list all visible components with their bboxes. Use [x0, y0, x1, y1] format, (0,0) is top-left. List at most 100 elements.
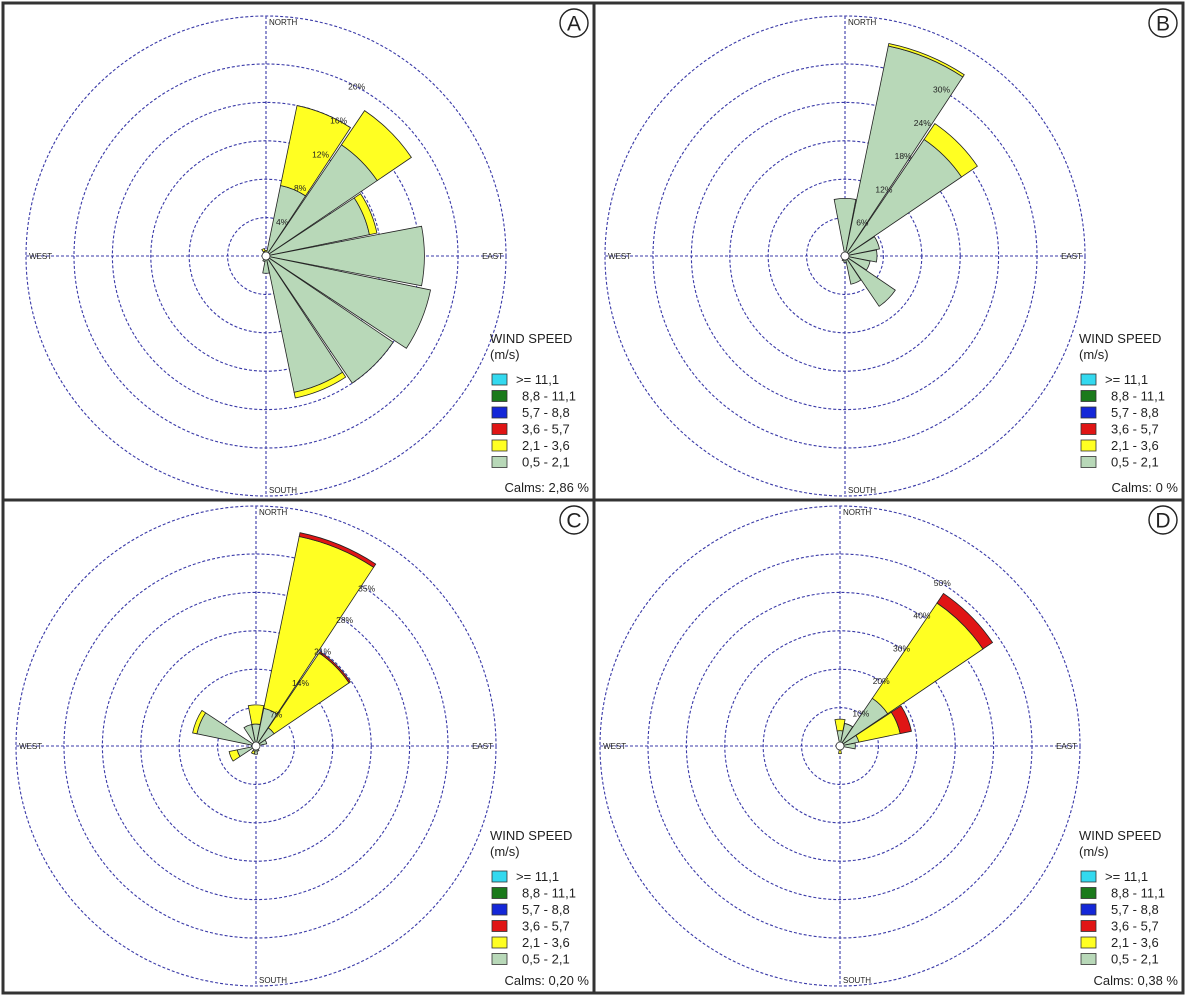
legend-label: 5,7 - 8,8	[1111, 902, 1159, 917]
legend-label: 8,8 - 11,1	[522, 389, 576, 404]
legend-title: WIND SPEED	[1079, 331, 1161, 346]
ring-label: 20%	[348, 81, 365, 91]
legend-label: 8,8 - 11,1	[522, 886, 576, 901]
ring-label: 6%	[856, 218, 869, 228]
legend-swatch	[1080, 373, 1097, 386]
legend-swatch	[491, 936, 508, 949]
legend-swatch	[491, 373, 508, 386]
legend-label: 2,1 - 3,6	[522, 935, 570, 950]
direction-label-south: SOUTH	[269, 486, 297, 495]
legend-label: 0,5 - 2,1	[1111, 455, 1159, 470]
petal-c-22.5-3-6-5-7	[298, 532, 377, 568]
windrose-panel-a: 4% 8% 12% 16% 20% NORTH EAST SOUTH WEST WIND SPEE…	[1, 1, 596, 502]
calms-label: Calms: 0 %	[1112, 480, 1179, 495]
legend-swatch	[491, 920, 508, 932]
direction-label-south: SOUTH	[259, 976, 287, 985]
ring-label: 7%	[270, 710, 283, 720]
petal-c-0-2-1-3-6	[247, 704, 265, 725]
legend-label: 5,7 - 8,8	[1111, 405, 1159, 420]
legend-label: 5,7 - 8,8	[522, 405, 570, 420]
direction-label-east: EAST	[482, 252, 503, 261]
legend-title: WIND SPEED	[490, 828, 572, 843]
petal-b-0-0-5-2-1	[833, 198, 857, 257]
windrose-panel-d: 10% 20% 30% 40% 50% NORTH EAST SOUTH WEST WIND SP…	[592, 498, 1185, 995]
legend-swatch	[491, 903, 508, 916]
legend-label: 3,6 - 5,7	[522, 422, 570, 437]
legend: WIND SPEED(m/s) >= 11,1 8,8 - 11,15,7 - 8,…	[490, 828, 576, 967]
legend-swatch	[1080, 390, 1097, 402]
legend-label: 3,6 - 5,7	[522, 919, 570, 934]
legend-label: >= 11,1	[1105, 869, 1148, 884]
legend-title: WIND SPEED	[1079, 828, 1161, 843]
ring-label: 40%	[913, 611, 930, 621]
legend: WIND SPEED(m/s) >= 11,1 8,8 - 11,15,7 - 8,…	[490, 331, 576, 470]
legend-swatch	[1080, 903, 1097, 916]
legend-swatch	[1080, 920, 1097, 932]
windrose-panel-b: 6% 12% 18% 24% 30% NORTH EAST SOUTH WEST WIND SPE…	[592, 1, 1185, 502]
petal-b-90-0-5-2-1	[844, 249, 878, 263]
direction-label-west: WEST	[19, 742, 42, 751]
ring-label: 12%	[875, 184, 892, 194]
legend-unit: (m/s)	[1079, 844, 1109, 859]
ring-label: 4%	[276, 217, 289, 227]
legend-swatch	[1080, 439, 1097, 452]
legend-label: 2,1 - 3,6	[1111, 935, 1159, 950]
panel-letter: D	[1155, 510, 1170, 533]
legend-label: 2,1 - 3,6	[522, 438, 570, 453]
legend-swatch	[491, 439, 508, 452]
ring-label: 30%	[893, 643, 910, 653]
petal-c-45-3-6-5-7	[318, 651, 351, 684]
petal-b-22.5-2-1-3-6	[887, 43, 965, 78]
legend-label: 0,5 - 2,1	[522, 952, 570, 967]
direction-label-west: WEST	[603, 742, 626, 751]
legend-swatch	[1080, 870, 1097, 883]
direction-label-north: NORTH	[843, 508, 872, 517]
ring-label: 50%	[934, 578, 951, 588]
legend-swatch	[1080, 456, 1097, 468]
legend-swatch	[491, 887, 508, 899]
legend-label: 0,5 - 2,1	[522, 455, 570, 470]
direction-label-west: WEST	[608, 252, 631, 261]
legend-swatch	[1080, 423, 1097, 435]
petal-c-337.5-0-5-2-1	[243, 724, 257, 747]
petal-a-22.5-2-1-3-6	[280, 105, 351, 197]
legend-title: WIND SPEED	[490, 331, 572, 346]
petal-a-135-0-5-2-1	[265, 255, 394, 384]
direction-label-south: SOUTH	[848, 486, 876, 495]
ring-label: 30%	[933, 85, 950, 95]
panel-letter: C	[566, 510, 581, 533]
calm-center	[251, 741, 261, 751]
legend-swatch	[491, 456, 508, 468]
petal-a-67.5-2-1-3-6	[353, 193, 378, 236]
legend-swatch	[1080, 887, 1097, 899]
legend-label: 3,6 - 5,7	[1111, 919, 1159, 934]
calm-center	[835, 741, 845, 751]
legend-label: >= 11,1	[1105, 372, 1148, 387]
legend-swatch	[491, 390, 508, 402]
petal-a-337.5-2-1-3-6	[261, 248, 266, 253]
legend-swatch	[1080, 406, 1097, 419]
direction-label-east: EAST	[1056, 742, 1077, 751]
ring-label: 35%	[358, 584, 375, 594]
petal-c-247.5-2-1-3-6	[228, 749, 241, 762]
panel-letter: B	[1156, 13, 1170, 36]
petal-c-202.5-2-1-3-6	[250, 750, 256, 755]
calms-label: Calms: 0,38 %	[1093, 973, 1178, 988]
direction-label-east: EAST	[1061, 252, 1082, 261]
ring-label: 20%	[873, 676, 890, 686]
petal-b-45-2-1-3-6	[923, 123, 978, 178]
legend-label: >= 11,1	[516, 372, 559, 387]
petal-a-180-0-5-2-1	[262, 255, 270, 274]
legend-unit: (m/s)	[1079, 347, 1109, 362]
legend-unit: (m/s)	[490, 844, 520, 859]
ring-label: 14%	[292, 678, 309, 688]
petal-d-90-0-5-2-1	[839, 742, 856, 750]
legend-label: 2,1 - 3,6	[1111, 438, 1159, 453]
legend-swatch	[1080, 936, 1097, 949]
direction-label-north: NORTH	[259, 508, 288, 517]
petal-d-45-3-6-5-7	[936, 592, 994, 650]
calms-label: Calms: 2,86 %	[504, 480, 589, 495]
petal-b-135-0-5-2-1	[844, 255, 896, 307]
